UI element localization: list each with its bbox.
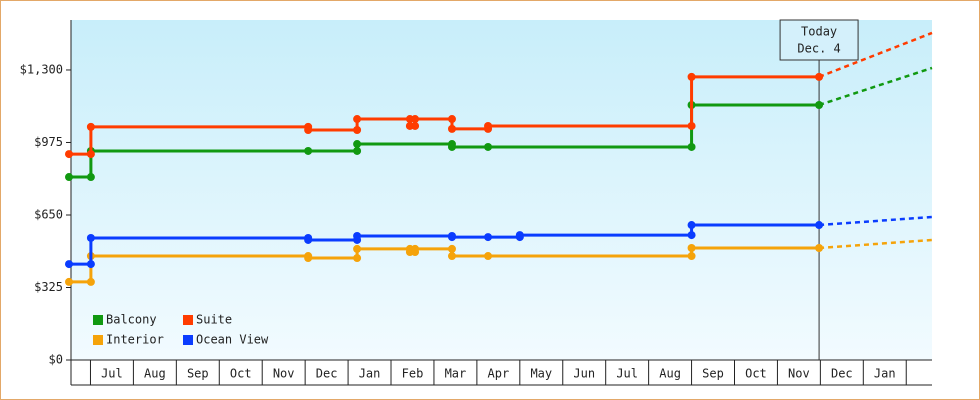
point (304, 254, 313, 263)
point (65, 173, 73, 182)
x-tick-label: Jun (573, 367, 595, 381)
point (484, 142, 493, 151)
point (411, 121, 420, 130)
point (484, 233, 493, 242)
x-tick-label: May (530, 367, 552, 381)
point (687, 231, 696, 240)
point (447, 142, 456, 151)
point (447, 244, 456, 253)
point (484, 121, 493, 130)
point (304, 235, 313, 244)
point (353, 115, 362, 124)
x-tick-label: Sep (702, 367, 724, 381)
legend-swatch (93, 335, 103, 345)
x-tick-label: Aug (144, 367, 166, 381)
point (65, 277, 73, 286)
point (447, 124, 456, 133)
x-tick-label: Jul (616, 367, 638, 381)
point (353, 254, 362, 263)
legend-swatch (183, 315, 193, 325)
point (353, 125, 362, 134)
y-tick-label: $975 (34, 135, 63, 149)
point (447, 233, 456, 242)
y-tick-label: $1,300 (20, 62, 63, 76)
legend-label: Suite (196, 313, 232, 327)
projection-line (818, 238, 933, 250)
x-tick-label: Oct (745, 367, 767, 381)
x-tick-label: Nov (273, 367, 295, 381)
x-tick-label: Mar (445, 367, 467, 381)
x-tick-label: Oct (230, 367, 252, 381)
legend-swatch (183, 335, 193, 345)
y-tick-label: $0 (49, 353, 63, 367)
x-tick-label: Jan (874, 367, 896, 381)
point (687, 252, 696, 261)
annotation: Today (801, 25, 837, 39)
point (447, 252, 456, 261)
point (687, 244, 696, 253)
point (86, 122, 95, 131)
point (815, 101, 824, 109)
x-tick-label: Sep (187, 367, 209, 381)
legend-swatch (93, 315, 103, 325)
point (815, 72, 824, 81)
point (86, 150, 95, 159)
point (86, 173, 95, 182)
x-tick-label: Jul (101, 367, 123, 381)
point (304, 146, 313, 155)
point (515, 231, 524, 240)
point (687, 221, 696, 230)
y-tick-label: $325 (34, 280, 63, 294)
point (687, 121, 696, 130)
point (687, 142, 696, 151)
x-tick-label: Jan (359, 367, 381, 381)
point (86, 260, 95, 269)
point (447, 115, 456, 124)
point (353, 146, 362, 155)
y-tick-label: $650 (34, 207, 63, 221)
annotation: Dec. 4 (797, 42, 840, 56)
x-tick-label: Apr (488, 367, 510, 381)
point (411, 115, 420, 124)
point (353, 140, 362, 149)
legend-label: Ocean View (196, 333, 269, 347)
point (815, 221, 824, 230)
point (411, 244, 420, 253)
point (687, 72, 696, 81)
x-tick-label: Dec (316, 367, 338, 381)
plot-area (71, 20, 932, 360)
point (353, 231, 362, 240)
point (484, 252, 493, 261)
x-tick-label: Nov (788, 367, 810, 381)
point (86, 233, 95, 242)
projection-line (818, 31, 933, 79)
point (65, 260, 73, 269)
x-tick-label: Dec (831, 367, 853, 381)
point (304, 125, 313, 134)
point (65, 150, 73, 159)
projection-line (818, 66, 933, 107)
x-tick-label: Aug (659, 367, 681, 381)
point (353, 244, 362, 253)
x-tick-label: Feb (402, 367, 424, 381)
projection-line (818, 215, 933, 227)
legend-label: Interior (106, 333, 164, 347)
today-box (779, 19, 859, 61)
point (86, 277, 95, 286)
legend-label: Balcony (106, 313, 157, 327)
point (815, 244, 824, 253)
